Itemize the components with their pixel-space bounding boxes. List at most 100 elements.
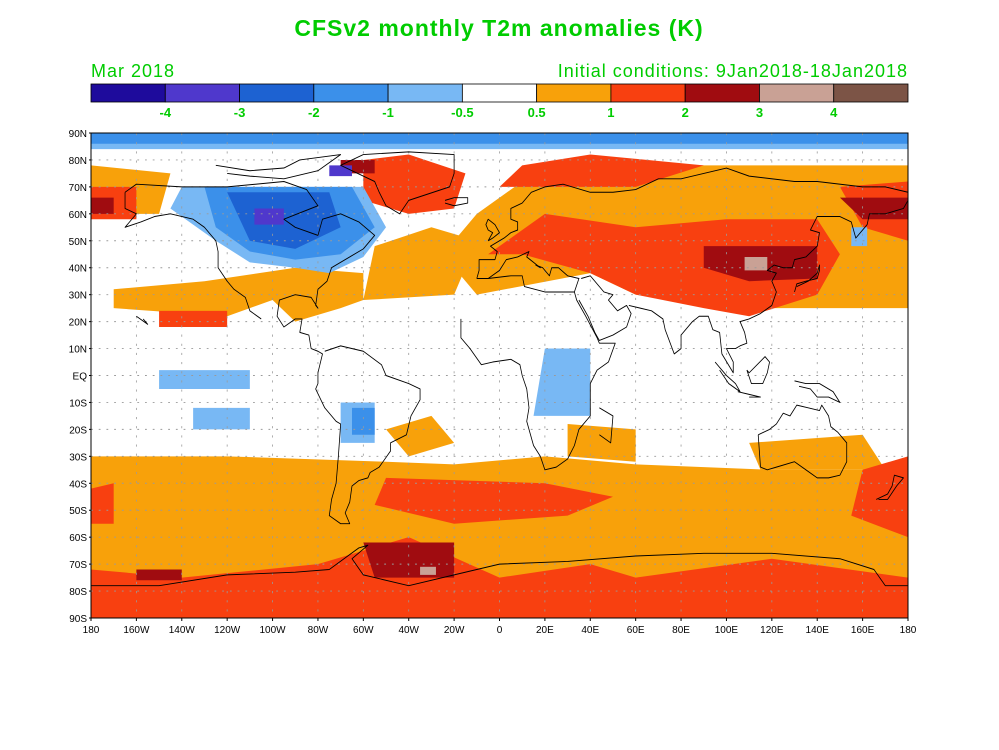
colorbar-tick-label: 3 (756, 105, 763, 120)
latitude-label: 90N (69, 129, 87, 140)
anomaly-region (488, 213, 840, 317)
anomaly-region (749, 434, 886, 470)
colorbar-tick-label: 1 (607, 105, 614, 120)
coastline (340, 151, 455, 215)
latitude-label: 60S (69, 533, 87, 544)
longitude-label: 80W (308, 625, 329, 636)
coastline (124, 181, 421, 525)
longitude-label: 100E (715, 625, 739, 636)
latitude-label: 60N (69, 210, 87, 221)
latitude-label: 30S (69, 452, 87, 463)
coastline (714, 361, 741, 393)
longitude-label: 120W (214, 625, 241, 636)
anomaly-region (420, 566, 436, 575)
longitude-label: 0 (497, 625, 503, 636)
longitude-label: 180 (83, 625, 100, 636)
anomaly-region (193, 407, 250, 430)
coastline (794, 380, 841, 403)
anomaly-region (363, 154, 466, 214)
latitude-label: 80N (69, 156, 87, 167)
latitude-label: 10N (69, 345, 87, 356)
gridline-layer (91, 133, 908, 618)
colorbar-swatch (833, 83, 909, 103)
latitude-label: EQ (73, 372, 88, 383)
coastline (757, 404, 848, 479)
longitude-label: 20W (444, 625, 465, 636)
coastline (444, 197, 469, 207)
map-panel (91, 133, 908, 618)
longitude-label: 160E (851, 625, 875, 636)
colorbar-swatch (239, 83, 315, 103)
colorbar-swatch (610, 83, 686, 103)
longitude-label: 140W (169, 625, 196, 636)
anomaly-region (91, 483, 114, 524)
anomaly-region (374, 477, 613, 524)
longitude-label: 120E (760, 625, 784, 636)
anomaly-region (386, 415, 455, 457)
anomaly-region (91, 133, 908, 144)
anomaly-region (351, 407, 375, 435)
colorbar-tick-label: 0.5 (528, 105, 546, 120)
coastline (485, 218, 500, 242)
coastline (578, 275, 632, 341)
coastline (476, 167, 908, 279)
latitude-label: 90S (69, 614, 87, 625)
colorbar-swatch (684, 83, 760, 103)
latitude-label: 70N (69, 183, 87, 194)
coastline (460, 291, 616, 471)
coastline (124, 192, 262, 320)
colorbar-tick-label: -4 (159, 105, 171, 120)
anomaly-region (839, 197, 908, 220)
latitude-label: 50N (69, 237, 87, 248)
latitude-label: 40S (69, 479, 87, 490)
latitude-label: 40N (69, 264, 87, 275)
anomaly-region (91, 197, 114, 214)
anomaly-region (159, 310, 228, 327)
valid-month-label: Mar 2018 (91, 61, 175, 81)
coastline (476, 251, 580, 293)
latitude-label: 30N (69, 291, 87, 302)
colorbar-tick-label: -1 (382, 105, 394, 120)
anomaly-region (159, 370, 250, 389)
colorbar-swatch (536, 83, 612, 103)
coastline (91, 544, 908, 587)
colorbar-tick-label: 4 (830, 105, 838, 120)
coastline (794, 264, 820, 293)
latitude-label: 20S (69, 425, 87, 436)
longitude-label: 100W (259, 625, 286, 636)
anomaly-region (363, 542, 455, 578)
anomaly-region (329, 165, 352, 177)
latitude-label: 70S (69, 560, 87, 571)
longitude-label: 80E (672, 625, 690, 636)
latitude-labels: 90N 80N 70N 60N 50N 40N 30N 20N 10N EQ 10S 20S 30S 40… (69, 129, 91, 625)
colorbar-tick-label: -3 (234, 105, 246, 120)
coastline (876, 474, 904, 500)
figure-title: CFSv2 monthly T2m anomalies (K) (294, 15, 703, 41)
longitude-label: 60W (353, 625, 374, 636)
longitude-label: 40E (581, 625, 599, 636)
anomaly-region (851, 227, 868, 247)
colorbar-swatch (759, 83, 835, 103)
longitude-label: 40W (398, 625, 419, 636)
coastline (746, 356, 770, 385)
coastline-layer (91, 151, 908, 587)
colorbar-tick-label: -2 (308, 105, 320, 120)
coastline (215, 154, 342, 180)
longitude-label: 160W (123, 625, 150, 636)
anomaly-region (499, 154, 704, 187)
anomaly-region (363, 227, 477, 301)
anomaly-region (533, 348, 591, 416)
anomaly-region (744, 256, 768, 271)
longitude-label: 140E (806, 625, 830, 636)
colorbar-swatch (461, 83, 538, 103)
colorbar-swatch (90, 83, 166, 103)
longitude-label: 180 (900, 625, 917, 636)
coastline (599, 407, 614, 444)
colorbar-tick-label: 2 (682, 105, 689, 120)
coastline (136, 315, 149, 325)
colorbar-tick-label: -0.5 (451, 105, 473, 120)
colorbar-swatch (313, 83, 389, 103)
anomaly-region (254, 208, 284, 225)
anomaly-region (91, 537, 908, 618)
